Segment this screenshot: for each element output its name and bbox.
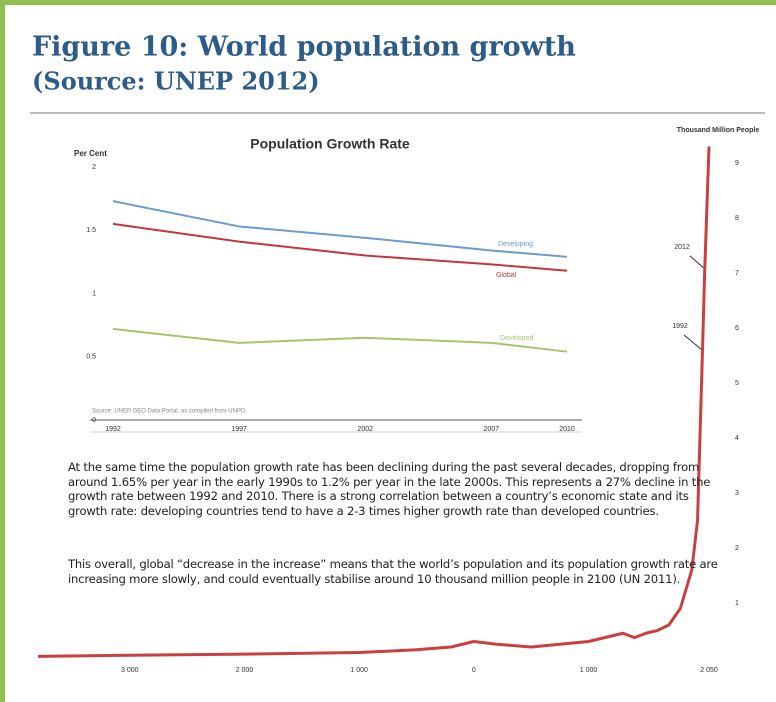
series-label: Developed bbox=[500, 335, 534, 342]
y-tick-label: 9 bbox=[735, 160, 739, 167]
y-tick-label: 6 bbox=[735, 325, 739, 332]
x-tick-label: 1997 bbox=[231, 426, 247, 433]
annotation: 2012 bbox=[674, 244, 690, 251]
line bbox=[38, 146, 711, 658]
source-note: Source: UNEP GEO Data Portal, as compile… bbox=[92, 409, 246, 415]
y-tick-label: 4 bbox=[735, 435, 739, 442]
left-border bbox=[0, 0, 5, 702]
x-tick-label: 1 000 bbox=[580, 667, 598, 674]
y-tick-label: 2 bbox=[735, 545, 739, 552]
x-tick-label: 3 000 bbox=[121, 667, 139, 674]
y-tick-label: 5 bbox=[735, 380, 739, 387]
top-border bbox=[0, 0, 776, 5]
x-tick-label: 2 000 bbox=[236, 667, 254, 674]
y-tick-label: 1.5 bbox=[86, 227, 96, 234]
paragraph: At the same time the population growth r… bbox=[68, 460, 711, 518]
x-tick-label: 1 000 bbox=[350, 667, 368, 674]
y-axis-label: Per Cent bbox=[74, 149, 107, 158]
x-tick-label: 0 bbox=[472, 667, 476, 674]
series-label: Global bbox=[496, 272, 517, 279]
y-tick-label: 8 bbox=[735, 215, 739, 222]
x-tick-label: 2010 bbox=[559, 426, 575, 433]
figure-title: Figure 10: World population growth bbox=[32, 32, 576, 63]
x-tick-label: 2002 bbox=[357, 426, 373, 433]
x-tick-label: 2 050 bbox=[700, 667, 718, 674]
chart-title: Population Growth Rate bbox=[250, 136, 410, 152]
series-label: Developing bbox=[498, 241, 533, 248]
y-tick-label: 0 bbox=[92, 417, 96, 424]
y-tick-label: 7 bbox=[735, 270, 739, 277]
y-tick-label: 1 bbox=[92, 290, 96, 297]
x-tick-label: 1992 bbox=[105, 426, 121, 433]
y-tick-label: 3 bbox=[735, 490, 739, 497]
y-tick-label: 0.5 bbox=[86, 354, 96, 361]
y-axis-label: Thousand Million People bbox=[677, 127, 760, 134]
y-tick-label: 2 bbox=[92, 164, 96, 171]
y-tick-label: 1 bbox=[735, 600, 739, 607]
arrow bbox=[683, 334, 703, 351]
line bbox=[112, 200, 568, 258]
annotation: 1992 bbox=[672, 323, 688, 330]
line bbox=[112, 327, 568, 353]
figure-subtitle: (Source: UNEP 2012) bbox=[32, 67, 320, 96]
paragraph: This overall, global “decrease in the in… bbox=[68, 557, 718, 586]
line bbox=[112, 222, 568, 272]
x-tick-label: 2007 bbox=[484, 426, 500, 433]
